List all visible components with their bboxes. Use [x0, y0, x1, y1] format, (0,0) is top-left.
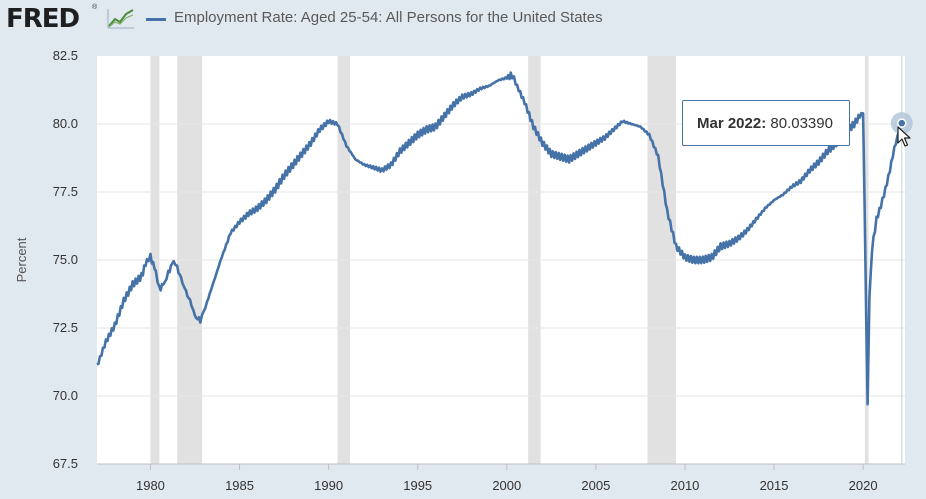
legend-series-swatch — [146, 18, 166, 21]
fred-chart-icon — [106, 6, 136, 32]
y-tick-label: 77.5 — [53, 184, 78, 199]
x-tick-label: 2020 — [849, 478, 878, 493]
x-tick-label: 1980 — [136, 478, 165, 493]
fred-logo[interactable]: FRED — [6, 4, 80, 34]
x-tick-label: 1990 — [314, 478, 343, 493]
hover-point-marker[interactable] — [890, 56, 913, 464]
y-axis: 67.5 70.0 72.5 75.0 77.5 80.0 82.5 — [53, 48, 78, 471]
data-tooltip: Mar 2022: 80.03390 — [682, 100, 850, 146]
y-tick-label: 75.0 — [53, 252, 78, 267]
y-tick-label: 80.0 — [53, 116, 78, 131]
fred-registered-mark: ® — [92, 4, 98, 11]
x-axis: 1980 1985 1990 1995 2000 2005 2010 2015 2020 — [97, 463, 905, 493]
y-tick-label: 67.5 — [53, 456, 78, 471]
hover-point[interactable] — [897, 118, 907, 128]
x-tick-label: 2000 — [492, 478, 521, 493]
y-axis-label: Percent — [14, 237, 29, 282]
mouse-cursor-icon — [897, 126, 911, 147]
x-tick-label: 2010 — [670, 478, 699, 493]
tooltip-value: 80.03390 — [770, 115, 833, 132]
series-title[interactable]: Employment Rate: Aged 25-54: All Persons… — [174, 9, 603, 26]
x-tick-label: 1985 — [225, 478, 254, 493]
y-tick-label: 70.0 — [53, 388, 78, 403]
x-tick-label: 2015 — [760, 478, 789, 493]
x-tick-label: 2005 — [581, 478, 610, 493]
y-tick-label: 72.5 — [53, 320, 78, 335]
y-tick-label: 82.5 — [53, 48, 78, 63]
x-tick-label: 1995 — [403, 478, 432, 493]
series-line[interactable] — [96, 71, 904, 406]
tooltip-date: Mar 2022: — [697, 115, 767, 132]
chart-header: FRED ® Employment Rate: Aged 25-54: All … — [0, 0, 926, 40]
